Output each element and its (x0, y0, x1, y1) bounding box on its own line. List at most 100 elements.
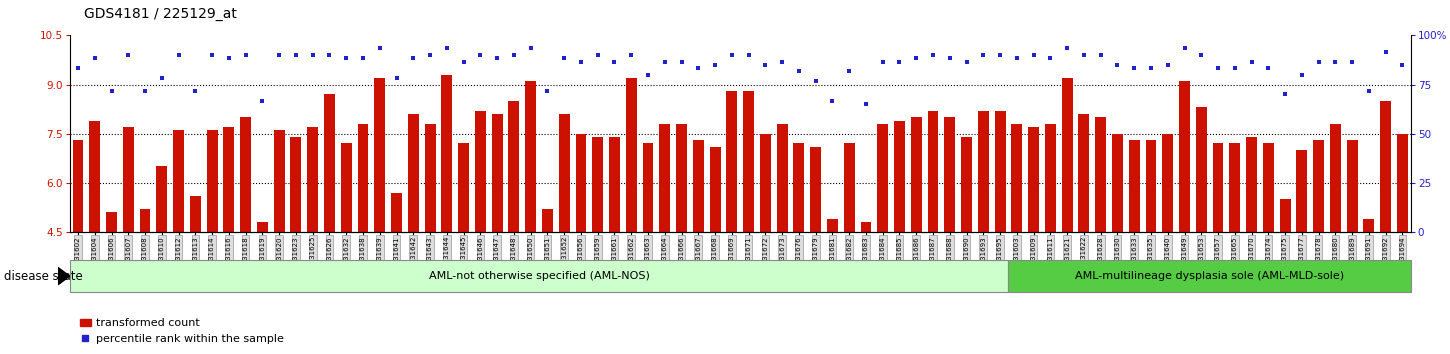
Point (251, 98, 274, 104)
Legend: transformed count, percentile rank within the sample: transformed count, percentile rank withi… (75, 314, 289, 348)
Bar (542, 209, 552, 232)
Point (570, 59, 593, 64)
Bar (709, 147, 721, 232)
Point (519, 46, 542, 51)
Point (1089, 52, 1112, 58)
Point (838, 69, 861, 74)
Bar (1012, 124, 1022, 232)
Bar (106, 212, 117, 232)
Point (268, 52, 291, 58)
Point (1073, 52, 1096, 58)
Point (1290, 72, 1314, 78)
Bar (1095, 117, 1106, 232)
Point (721, 52, 744, 58)
Bar (592, 137, 603, 232)
Bar (961, 137, 972, 232)
Point (770, 59, 793, 64)
Point (1056, 46, 1079, 51)
Bar (1196, 107, 1206, 232)
Point (956, 59, 979, 64)
Bar (157, 166, 167, 232)
Bar (392, 193, 402, 232)
Bar (173, 130, 184, 232)
Bar (1263, 143, 1273, 232)
Point (619, 52, 642, 58)
Bar (693, 140, 703, 232)
Bar (407, 114, 419, 232)
Point (1106, 62, 1130, 68)
Bar (1380, 101, 1391, 232)
Bar (70, 260, 1009, 292)
Bar (1079, 114, 1089, 232)
Point (1206, 65, 1230, 71)
Bar (1347, 140, 1357, 232)
Bar (877, 124, 889, 232)
Point (652, 59, 676, 64)
Point (318, 52, 341, 58)
Point (1005, 56, 1028, 61)
Point (1038, 56, 1061, 61)
Point (989, 52, 1012, 58)
Point (1022, 52, 1045, 58)
Bar (123, 127, 133, 232)
Bar (760, 133, 771, 232)
Point (603, 59, 626, 64)
Bar (1330, 124, 1341, 232)
Point (687, 65, 710, 71)
Point (805, 79, 828, 84)
Bar (1028, 127, 1040, 232)
Bar (1396, 133, 1408, 232)
Bar (1246, 137, 1257, 232)
Polygon shape (58, 268, 70, 285)
Point (335, 56, 358, 61)
Point (100, 88, 123, 94)
Text: AML-not otherwise specified (AML-NOS): AML-not otherwise specified (AML-NOS) (429, 271, 650, 281)
Bar (323, 95, 335, 232)
Bar (458, 143, 468, 232)
Bar (777, 124, 787, 232)
Bar (1230, 143, 1240, 232)
Point (552, 56, 576, 61)
Bar (1128, 140, 1140, 232)
Point (938, 56, 961, 61)
Point (218, 56, 241, 61)
Bar (844, 143, 854, 232)
Point (921, 52, 944, 58)
Text: GDS4181 / 225129_at: GDS4181 / 225129_at (84, 7, 236, 21)
Point (200, 52, 223, 58)
Point (887, 59, 911, 64)
Point (1224, 65, 1247, 71)
Bar (726, 91, 737, 232)
Bar (576, 133, 586, 232)
Bar (190, 196, 200, 232)
Point (1240, 59, 1263, 64)
Point (1257, 65, 1280, 71)
Bar (995, 111, 1005, 232)
Point (67, 65, 90, 71)
Point (435, 46, 458, 51)
Point (1324, 59, 1347, 64)
Point (703, 62, 726, 68)
Point (116, 52, 139, 58)
Point (302, 52, 325, 58)
Point (151, 75, 174, 81)
Point (452, 59, 476, 64)
Point (871, 59, 895, 64)
Bar (558, 114, 570, 232)
Point (502, 52, 525, 58)
Bar (626, 78, 637, 232)
Bar (811, 147, 821, 232)
Bar (441, 75, 452, 232)
Bar (609, 137, 621, 232)
Point (167, 52, 190, 58)
Bar (1179, 81, 1190, 232)
Bar (476, 111, 486, 232)
Bar (139, 209, 151, 232)
Point (133, 88, 157, 94)
Point (1357, 88, 1380, 94)
Text: disease state: disease state (4, 270, 83, 282)
Point (184, 88, 207, 94)
Point (384, 75, 407, 81)
Bar (1212, 143, 1224, 232)
Point (670, 59, 693, 64)
